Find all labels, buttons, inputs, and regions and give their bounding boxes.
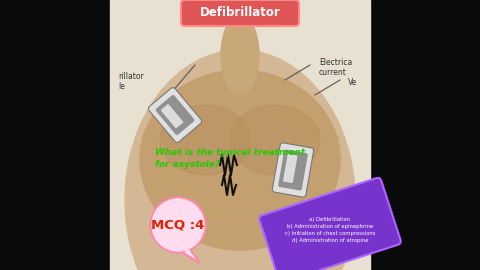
Circle shape <box>152 199 204 251</box>
Text: rillator: rillator <box>118 72 144 81</box>
FancyBboxPatch shape <box>156 95 194 135</box>
FancyBboxPatch shape <box>148 87 202 143</box>
Ellipse shape <box>140 70 340 250</box>
Text: le: le <box>118 82 125 91</box>
Polygon shape <box>183 246 200 263</box>
Text: Defibrillator: Defibrillator <box>200 6 280 19</box>
Bar <box>110 0 370 270</box>
Text: Electrica: Electrica <box>319 58 352 67</box>
Ellipse shape <box>230 105 320 175</box>
FancyBboxPatch shape <box>259 178 401 270</box>
FancyBboxPatch shape <box>181 0 299 26</box>
Text: a) Defibrillation
b) Administration of epinephrine
c) Initiation of chest compre: a) Defibrillation b) Administration of e… <box>285 217 375 243</box>
FancyBboxPatch shape <box>272 143 313 197</box>
Text: Ve: Ve <box>348 78 357 87</box>
Ellipse shape <box>125 50 355 270</box>
Circle shape <box>150 197 206 253</box>
FancyBboxPatch shape <box>161 104 183 128</box>
Text: current: current <box>319 68 347 77</box>
FancyBboxPatch shape <box>278 150 308 191</box>
Bar <box>370 0 480 270</box>
Ellipse shape <box>221 15 259 95</box>
Text: What is the typical treatment
for asystole?: What is the typical treatment for asysto… <box>155 148 305 169</box>
Bar <box>0 0 110 270</box>
Text: MCQ :4: MCQ :4 <box>151 218 204 231</box>
FancyBboxPatch shape <box>283 154 298 183</box>
Ellipse shape <box>160 105 250 175</box>
